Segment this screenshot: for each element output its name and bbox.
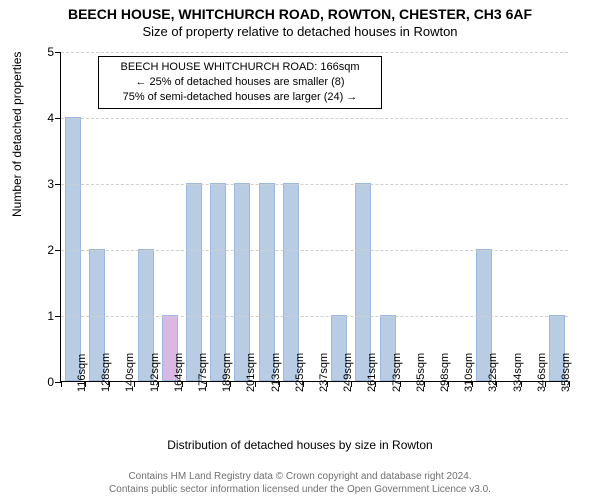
x-tick-label: 346sqm <box>536 353 548 392</box>
legend-box: BEECH HOUSE WHITCHURCH ROAD: 166sqm ← 25… <box>98 56 382 109</box>
legend-line-2: ← 25% of detached houses are smaller (8) <box>105 75 375 90</box>
footer-text: Contains HM Land Registry data © Crown c… <box>0 471 600 496</box>
y-tick-label: 0 <box>34 375 54 389</box>
x-tick-label: 164sqm <box>173 353 185 392</box>
x-tick-label: 322sqm <box>487 353 499 392</box>
x-tick-label: 225sqm <box>294 353 306 392</box>
x-tick-label: 177sqm <box>197 353 209 392</box>
y-tick-label: 4 <box>34 111 54 125</box>
page-title: BEECH HOUSE, WHITCHURCH ROAD, ROWTON, CH… <box>0 0 600 22</box>
x-tick-label: 249sqm <box>342 353 354 392</box>
x-tick-label: 273sqm <box>391 353 403 392</box>
bar <box>259 183 275 381</box>
y-tick <box>55 184 61 185</box>
x-tick-label: 285sqm <box>415 353 427 392</box>
y-axis-title: Number of detached properties <box>10 52 24 217</box>
y-tick-label: 3 <box>34 177 54 191</box>
page-subtitle: Size of property relative to detached ho… <box>0 24 600 39</box>
y-tick <box>55 118 61 119</box>
y-tick-label: 1 <box>34 309 54 323</box>
bar <box>234 183 250 381</box>
grid-line <box>61 250 568 251</box>
grid-line <box>61 52 568 53</box>
y-tick <box>55 316 61 317</box>
page-root: BEECH HOUSE, WHITCHURCH ROAD, ROWTON, CH… <box>0 0 600 500</box>
x-tick-label: 152sqm <box>149 353 161 392</box>
bar <box>65 117 81 381</box>
legend-line-1: BEECH HOUSE WHITCHURCH ROAD: 166sqm <box>105 60 375 75</box>
y-tick <box>55 250 61 251</box>
x-tick-label: 261sqm <box>366 353 378 392</box>
bar <box>355 183 371 381</box>
x-tick-label: 116sqm <box>76 354 88 392</box>
x-tick-label: 334sqm <box>512 353 524 392</box>
x-axis-title: Distribution of detached houses by size … <box>0 438 600 452</box>
bar <box>283 183 299 381</box>
y-tick <box>55 52 61 53</box>
x-tick-label: 298sqm <box>439 353 451 392</box>
bar <box>210 183 226 381</box>
x-tick <box>61 381 62 387</box>
footer-line-2: Contains public sector information licen… <box>0 484 600 497</box>
x-tick-label: 358sqm <box>560 353 572 392</box>
footer-line-1: Contains HM Land Registry data © Crown c… <box>0 471 600 484</box>
bar <box>186 183 202 381</box>
x-tick-label: 201sqm <box>245 353 257 392</box>
grid-line <box>61 316 568 317</box>
grid-line <box>61 184 568 185</box>
y-tick-label: 2 <box>34 243 54 257</box>
grid-line <box>61 118 568 119</box>
legend-line-3: 75% of semi-detached houses are larger (… <box>105 90 375 105</box>
x-tick-label: 237sqm <box>318 353 330 392</box>
x-tick-label: 140sqm <box>124 353 136 392</box>
x-tick-label: 213sqm <box>270 353 282 392</box>
y-tick-label: 5 <box>34 45 54 59</box>
x-tick-label: 189sqm <box>221 353 233 392</box>
x-tick-label: 128sqm <box>100 353 112 392</box>
x-tick-label: 310sqm <box>463 353 475 392</box>
